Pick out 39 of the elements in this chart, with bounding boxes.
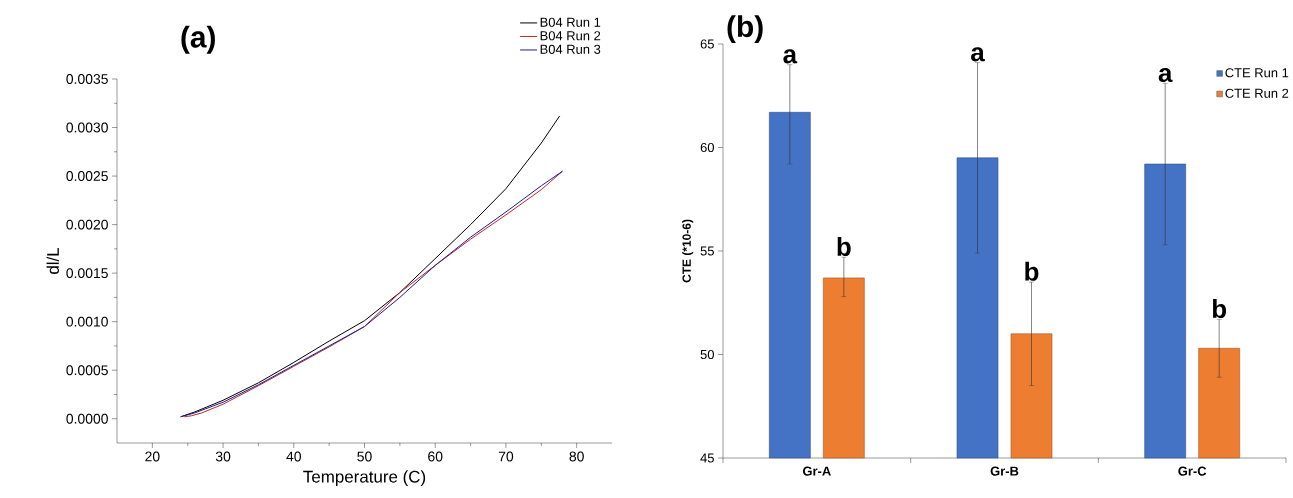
annotation: b [1025,261,1039,281]
x-tick-label: 60 [428,451,443,462]
x-tick-label: Gr-A [802,466,831,476]
legend-label: B04 Run 1 [540,17,601,27]
y-tick-label: 0.0030 [66,122,108,133]
legend-label: B04 Run 2 [540,31,601,41]
y-tick-label: 0.0020 [66,219,108,230]
annotation: b [837,236,851,257]
x-tick-label: 70 [498,451,514,462]
y-tick-label: 0.0010 [66,316,108,327]
y-tick-label: 0.0025 [66,171,108,181]
x-tick-label: Gr-C [1178,466,1207,476]
x-tick-label: Gr-B [990,466,1019,476]
y-tick-label: 0.0015 [66,268,108,279]
legend-label: CTE Run 1 [1225,68,1289,78]
y-tick-label: 60 [700,142,714,153]
y-tick-label: 0.0005 [66,365,108,376]
chart-title: (a) [181,25,215,54]
y-tick-label: 0.0000 [66,413,108,424]
x-tick-label: 30 [215,451,231,462]
x-axis-title: Temperature (C) [303,470,426,487]
y-axis-title: dl/L [46,247,59,274]
annotation: a [1158,67,1173,83]
legend-label: CTE Run 2 [1225,88,1289,98]
annotation: a [971,47,985,62]
y-tick-label: 45 [700,453,714,463]
legend-label: B04 Run 3 [540,44,601,54]
x-tick-label: 20 [145,451,160,462]
x-tick-label: 80 [569,451,584,462]
annotation: a [783,49,798,64]
chart-title: (b) [727,15,763,44]
y-tick-label: 55 [700,246,714,256]
y-tick-label: 65 [700,39,714,49]
x-tick-label: 40 [286,451,301,462]
annotation: b [1212,299,1227,319]
y-axis-title: CTE (*10-6) [682,219,694,283]
y-tick-label: 50 [700,349,714,360]
y-tick-label: 0.0035 [66,74,108,84]
x-tick-label: 50 [357,451,372,462]
